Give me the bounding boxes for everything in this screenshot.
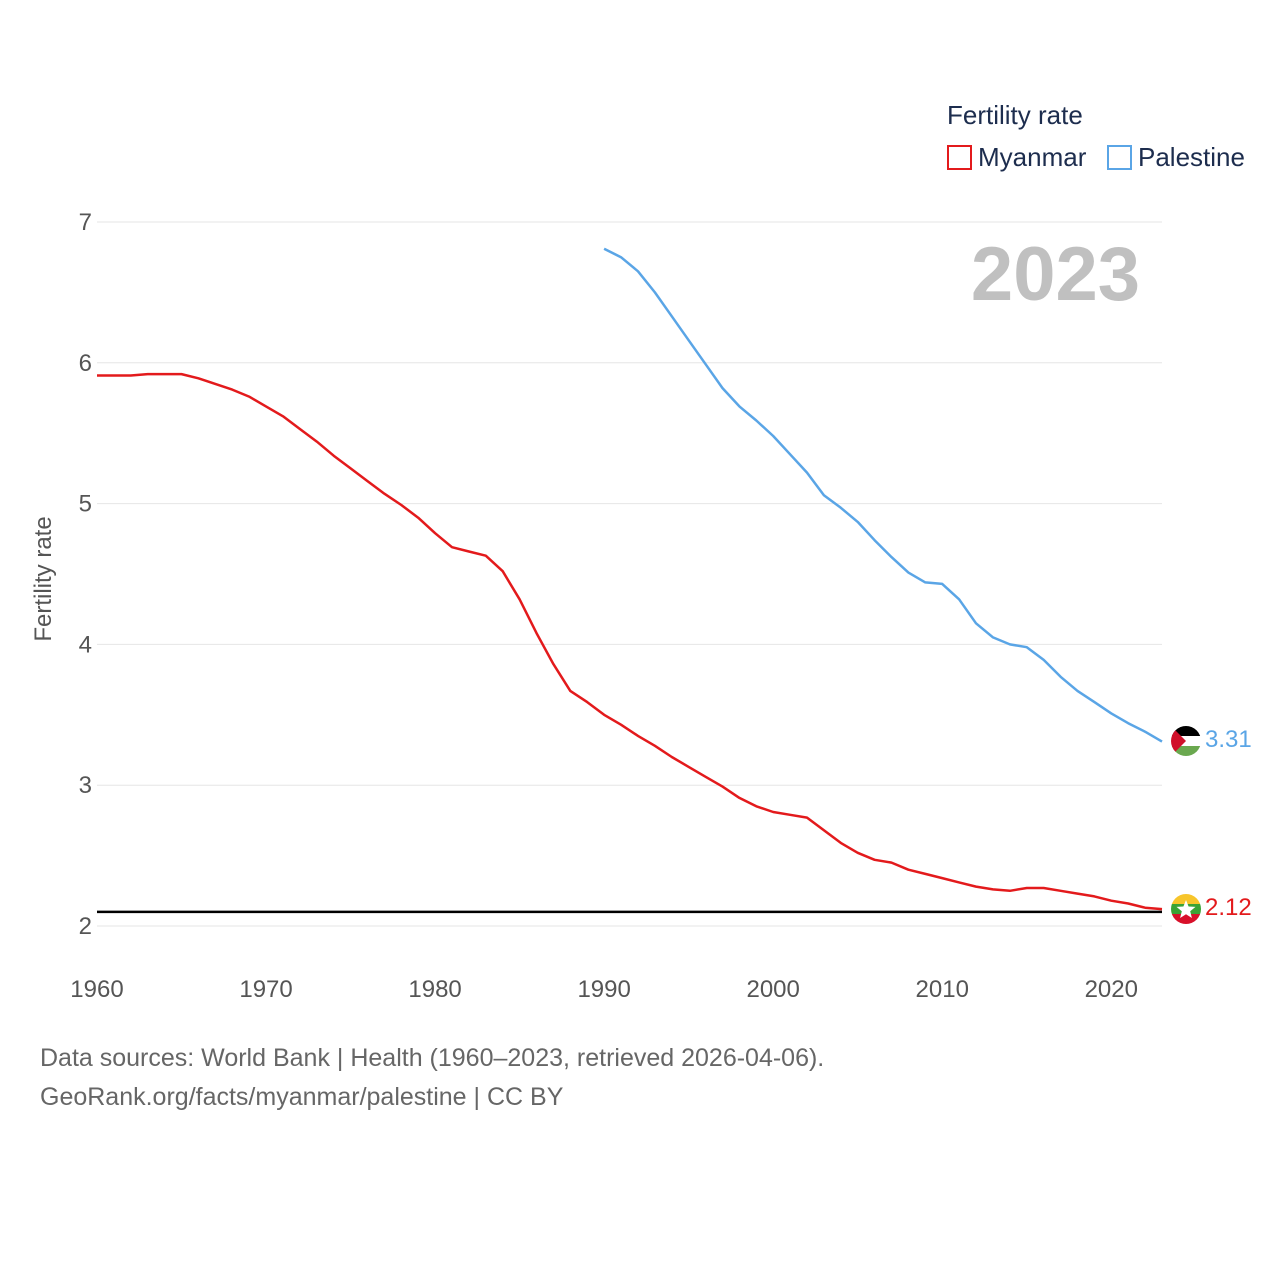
legend-swatch-palestine	[1107, 145, 1132, 170]
x-tick-label-2000: 2000	[746, 976, 799, 1003]
y-tick-label-4: 4	[79, 631, 92, 658]
myanmar-flag-icon	[1171, 894, 1201, 924]
y-tick-label-6: 6	[79, 350, 92, 377]
y-axis-ticks: 2 3 4 5 6 7	[79, 209, 92, 940]
y-tick-label-5: 5	[79, 491, 92, 518]
legend-swatch-myanmar	[947, 145, 972, 170]
y-axis-label: Fertility rate	[30, 516, 57, 641]
series-lines	[97, 247, 1163, 911]
x-axis-ticks: 1960 1970 1980 1990 2000 2010 2020	[70, 976, 1138, 1003]
gridlines	[97, 221, 1162, 927]
data-source-note: Data sources: World Bank | Health (1960–…	[40, 1044, 825, 1072]
legend-item-myanmar[interactable]: Myanmar	[947, 142, 1087, 172]
y-tick-label-3: 3	[79, 772, 92, 799]
palestine-flag-icon	[1171, 726, 1201, 756]
end-value-myanmar: 2.12	[1205, 894, 1252, 921]
x-tick-label-1960: 1960	[70, 976, 123, 1003]
series-line-palestine	[603, 247, 1163, 743]
y-tick-label-7: 7	[79, 209, 92, 236]
x-tick-label-1990: 1990	[577, 976, 630, 1003]
x-tick-label-1970: 1970	[239, 976, 292, 1003]
source-url[interactable]: GeoRank.org/facts/myanmar/palestine | CC…	[40, 1083, 564, 1111]
x-tick-label-2020: 2020	[1085, 976, 1138, 1003]
legend-title: Fertility rate	[947, 100, 1083, 130]
series-line-myanmar	[97, 372, 1163, 911]
year-label: 2023	[971, 232, 1140, 317]
end-value-palestine: 3.31	[1205, 726, 1252, 753]
legend-label-palestine: Palestine	[1138, 142, 1245, 172]
legend: Fertility rate Myanmar Palestine	[947, 100, 1245, 172]
x-tick-label-1980: 1980	[408, 976, 461, 1003]
legend-label-myanmar: Myanmar	[978, 142, 1087, 172]
x-tick-label-2010: 2010	[916, 976, 969, 1003]
legend-item-palestine[interactable]: Palestine	[1107, 142, 1245, 172]
y-tick-label-2: 2	[79, 913, 92, 940]
